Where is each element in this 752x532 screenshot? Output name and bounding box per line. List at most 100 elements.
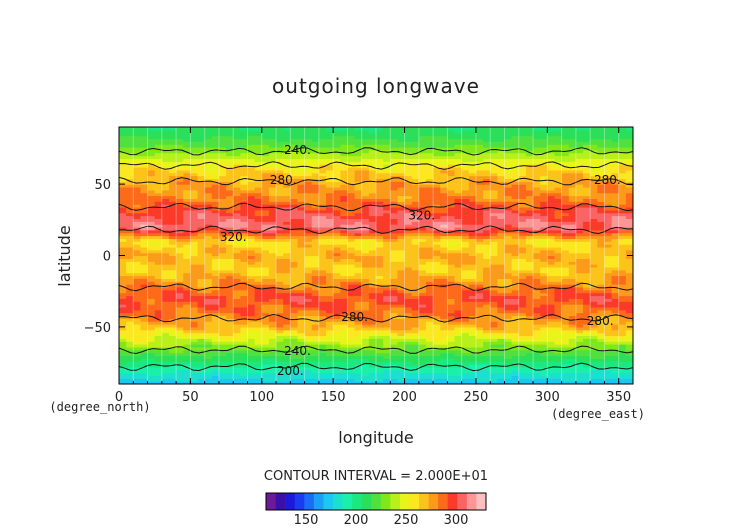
olr-cell [454, 186, 463, 191]
olr-cell [404, 338, 413, 342]
olr-cell [297, 361, 306, 365]
olr-cell [261, 184, 270, 188]
olr-cell [618, 372, 627, 377]
olr-cell [461, 321, 470, 325]
olr-cell [533, 224, 541, 228]
olr-cell [247, 344, 256, 348]
olr-cell [283, 266, 291, 271]
olr-cell [604, 381, 613, 384]
olr-cell [511, 366, 520, 371]
olr-cell [376, 355, 384, 359]
olr-cell [490, 326, 498, 331]
olr-cell [168, 218, 177, 222]
olr-cell [261, 198, 270, 202]
olr-cell [525, 366, 534, 371]
olr-cell [583, 355, 591, 359]
olr-cell [347, 246, 356, 251]
olr-cell [475, 326, 484, 331]
olr-cell [390, 286, 399, 291]
olr-cell [397, 224, 406, 228]
olr-cell [590, 349, 598, 354]
olr-cell [483, 275, 491, 279]
olr-cell [218, 209, 227, 214]
olr-cell [290, 309, 299, 314]
olr-cell [590, 318, 598, 322]
olr-cell [347, 358, 356, 362]
olr-cell [568, 338, 577, 342]
olr-cell [604, 226, 613, 231]
olr-cell [233, 266, 241, 271]
olr-cell [190, 344, 199, 348]
olr-cell [376, 324, 384, 328]
olr-cell [397, 375, 406, 379]
olr-cell [226, 324, 234, 328]
olr-cell [354, 218, 363, 222]
olr-cell [511, 344, 520, 348]
olr-cell [440, 378, 448, 382]
olr-cell [475, 292, 484, 297]
olr-cell [390, 321, 399, 325]
olr-cell [611, 372, 620, 377]
olr-cell [504, 252, 513, 257]
olr-cell [218, 366, 227, 371]
olr-cell [518, 332, 527, 337]
olr-cell [518, 264, 527, 268]
olr-cell [490, 335, 498, 339]
olr-cell [283, 221, 291, 225]
olr-cell [425, 381, 434, 384]
olr-cell [176, 209, 184, 214]
olr-cell [211, 204, 220, 208]
olr-cell [340, 278, 349, 282]
olr-cell [176, 221, 184, 225]
olr-cell [454, 204, 463, 208]
olr-cell [597, 221, 606, 225]
olr-cell [119, 246, 127, 251]
olr-cell [483, 332, 491, 337]
olr-cell [147, 226, 156, 231]
olr-cell [354, 381, 363, 384]
olr-cell [204, 361, 213, 365]
olr-cell [147, 209, 156, 214]
olr-cell [497, 355, 506, 359]
olr-cell [475, 289, 484, 294]
olr-cell [397, 226, 406, 231]
olr-cell [376, 372, 384, 377]
olr-cell [197, 295, 206, 299]
olr-cell [290, 381, 299, 384]
olr-cell [540, 226, 548, 231]
olr-cell [425, 226, 434, 231]
olr-cell [304, 309, 313, 314]
olr-cell [376, 309, 384, 314]
olr-cell [483, 238, 491, 242]
olr-cell [590, 246, 598, 251]
olr-cell [283, 369, 291, 374]
olr-cell [133, 246, 142, 251]
olr-cell [268, 341, 277, 345]
olr-cell [183, 201, 191, 205]
olr-cell [304, 204, 313, 208]
olr-cell [461, 209, 470, 214]
olr-cell [333, 201, 341, 205]
olr-cell [497, 366, 506, 371]
olr-cell [583, 195, 591, 199]
olr-cell [347, 349, 356, 354]
olr-cell [390, 324, 399, 328]
olr-cell [340, 332, 349, 337]
olr-cell [318, 341, 327, 345]
olr-cell [525, 201, 534, 205]
olr-cell [183, 338, 191, 342]
olr-cell [183, 321, 191, 325]
olr-cell [226, 306, 234, 311]
olr-cell [218, 189, 227, 194]
olr-cell [383, 195, 391, 199]
olr-cell [625, 375, 633, 379]
olr-cell [361, 252, 370, 257]
olr-cell [547, 295, 556, 299]
olr-cell [547, 375, 556, 379]
olr-cell [304, 346, 313, 351]
olr-cell [583, 326, 591, 331]
olr-cell [133, 272, 142, 277]
olr-cell [475, 361, 484, 365]
olr-cell [204, 341, 213, 345]
olr-cell [254, 252, 263, 257]
